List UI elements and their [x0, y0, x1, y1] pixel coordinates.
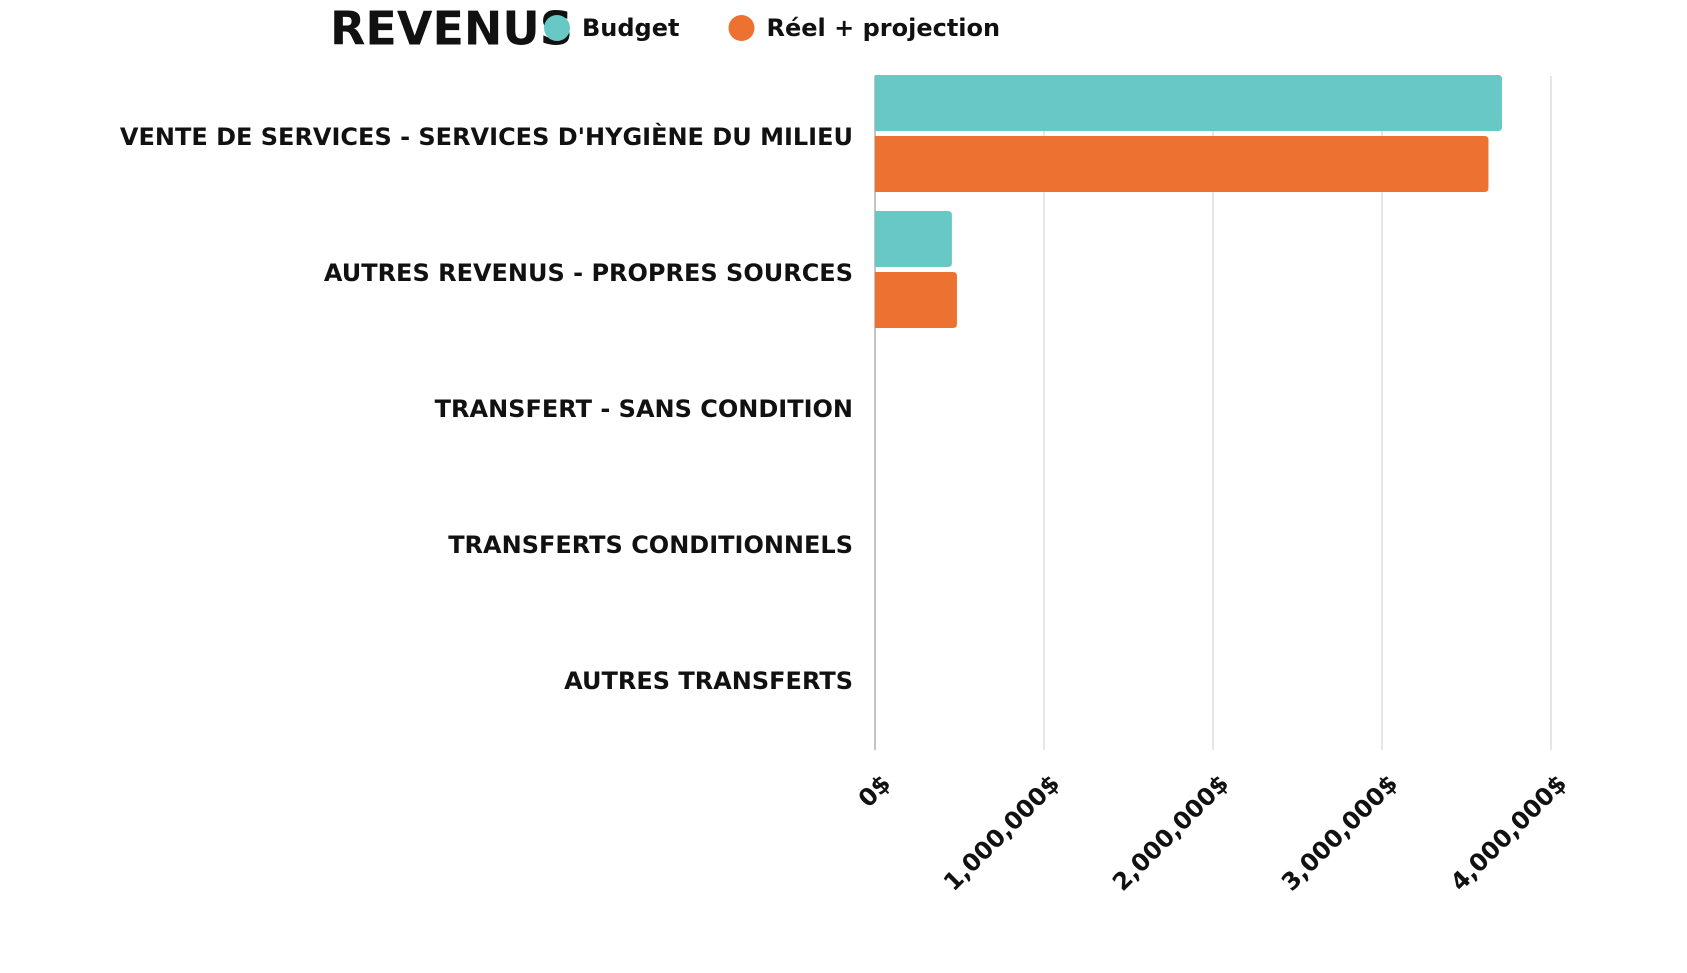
chart-title: REVENUS — [330, 2, 573, 56]
bar — [875, 136, 1489, 192]
y-tick-label: VENTE DE SERVICES - SERVICES D'HYGIÈNE D… — [120, 122, 853, 151]
x-tick-label: 1,000,000$ — [938, 769, 1065, 896]
x-tick-label: 4,000,000$ — [1445, 769, 1572, 896]
x-tick-label: 0$ — [853, 769, 896, 812]
y-tick-label: AUTRES TRANSFERTS — [564, 667, 853, 695]
x-tick-label: 3,000,000$ — [1276, 769, 1403, 896]
y-tick-label: AUTRES REVENUS - PROPRES SOURCES — [324, 259, 853, 287]
legend-swatch — [728, 15, 755, 41]
y-tick-label: TRANSFERTS CONDITIONNELS — [448, 531, 853, 559]
bar — [875, 211, 952, 267]
legend-swatch — [544, 15, 570, 41]
legend-label: Réel + projection — [767, 14, 1001, 42]
y-tick-label: TRANSFERT - SANS CONDITION — [435, 395, 853, 423]
legend-label: Budget — [582, 14, 680, 42]
bar — [875, 75, 1502, 131]
bar — [875, 272, 957, 328]
x-tick-label: 2,000,000$ — [1107, 769, 1234, 896]
